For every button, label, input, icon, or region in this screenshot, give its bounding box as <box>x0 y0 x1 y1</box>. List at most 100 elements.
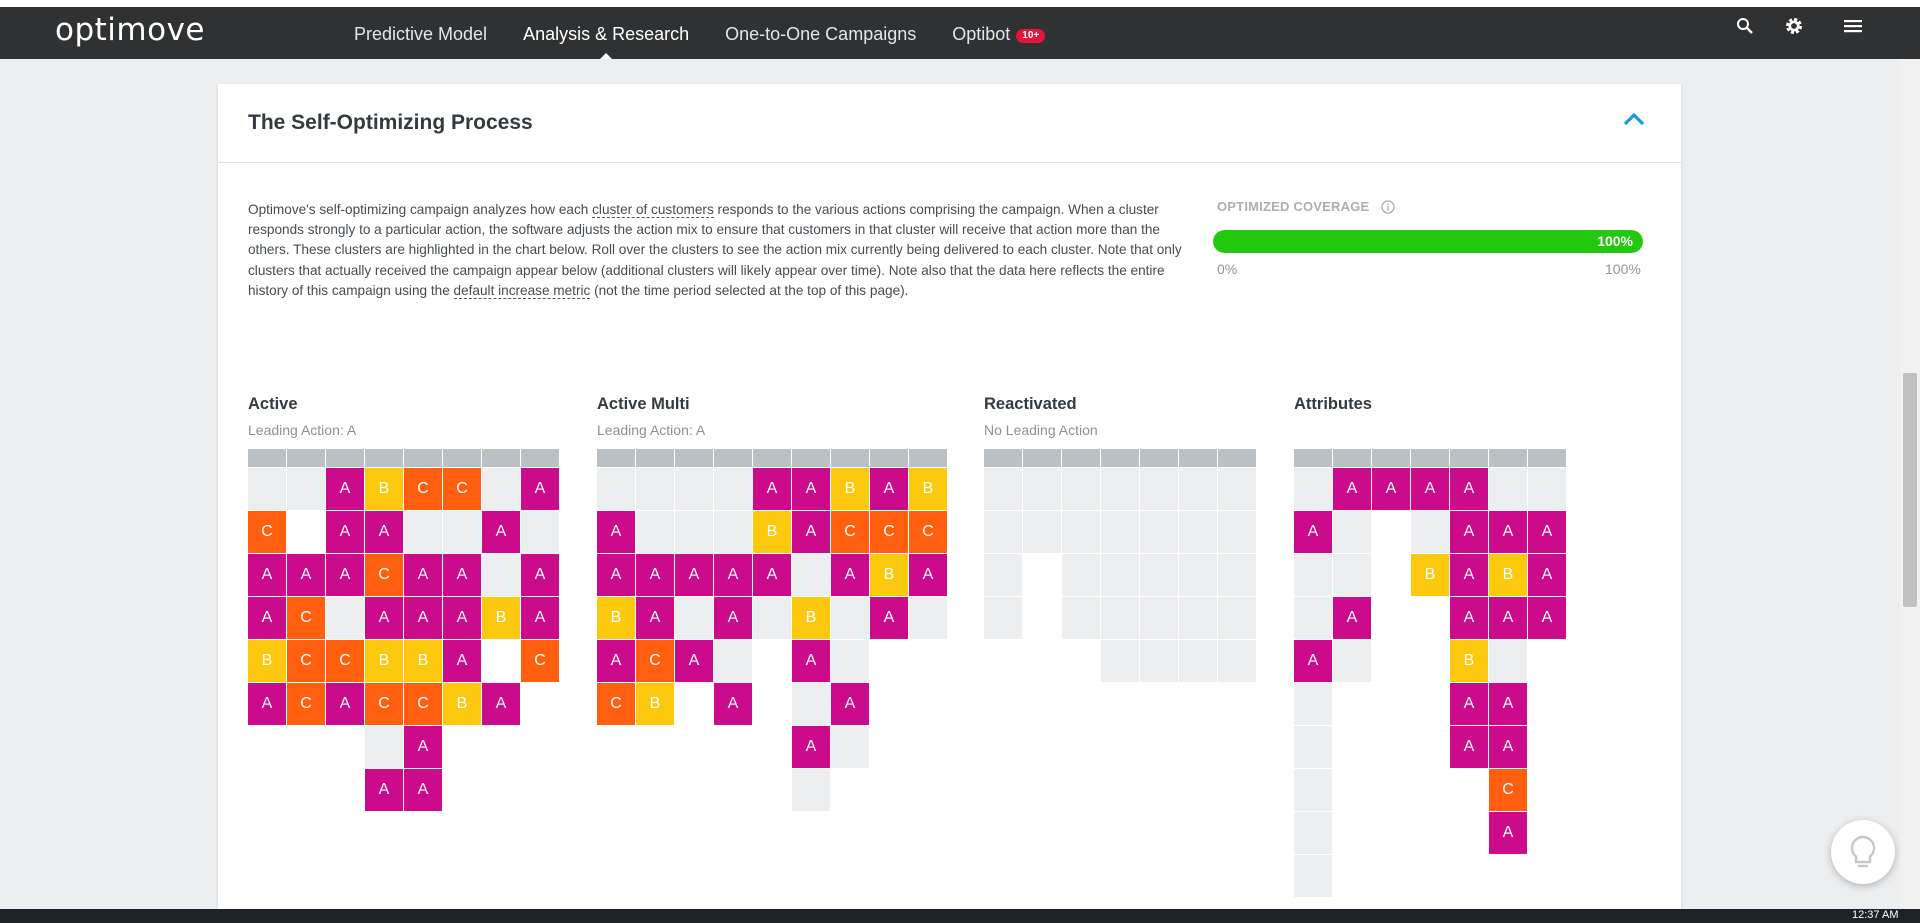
action-cell-c[interactable]: C <box>287 597 325 639</box>
action-cell-a[interactable]: A <box>675 640 713 682</box>
cluster-of-customers-link[interactable]: cluster of customers <box>592 202 714 218</box>
empty-cell[interactable] <box>326 597 364 639</box>
empty-cell[interactable] <box>1023 511 1061 553</box>
optimove-logo[interactable]: optimove <box>55 12 205 48</box>
action-cell-b[interactable]: B <box>909 468 947 510</box>
action-cell-c[interactable]: C <box>365 683 403 725</box>
action-cell-b[interactable]: B <box>792 597 830 639</box>
action-cell-b[interactable]: B <box>597 597 635 639</box>
action-cell-a[interactable]: A <box>792 640 830 682</box>
action-cell-a[interactable]: A <box>1294 640 1332 682</box>
action-cell-a[interactable]: A <box>1450 597 1488 639</box>
action-cell-a[interactable]: A <box>1372 468 1410 510</box>
action-cell-c[interactable]: C <box>443 468 481 510</box>
empty-cell[interactable] <box>1218 554 1256 596</box>
action-cell-b[interactable]: B <box>831 468 869 510</box>
action-cell-a[interactable]: A <box>1450 554 1488 596</box>
empty-cell[interactable] <box>1333 511 1371 553</box>
nav-item-predictive-model[interactable]: Predictive Model <box>336 0 505 59</box>
action-cell-a[interactable]: A <box>597 511 635 553</box>
action-cell-a[interactable]: A <box>443 640 481 682</box>
empty-cell[interactable] <box>1294 855 1332 897</box>
empty-cell[interactable] <box>984 468 1022 510</box>
empty-cell[interactable] <box>1179 597 1217 639</box>
empty-cell[interactable] <box>675 597 713 639</box>
menu-icon[interactable] <box>1841 14 1865 38</box>
empty-cell[interactable] <box>248 468 286 510</box>
empty-cell[interactable] <box>1062 511 1100 553</box>
empty-cell[interactable] <box>1101 511 1139 553</box>
action-cell-a[interactable]: A <box>1489 726 1527 768</box>
empty-cell[interactable] <box>1294 812 1332 854</box>
action-cell-a[interactable]: A <box>597 640 635 682</box>
action-cell-a[interactable]: A <box>1528 554 1566 596</box>
empty-cell[interactable] <box>792 769 830 811</box>
empty-cell[interactable] <box>909 597 947 639</box>
empty-cell[interactable] <box>1333 640 1371 682</box>
empty-cell[interactable] <box>1179 554 1217 596</box>
action-cell-a[interactable]: A <box>909 554 947 596</box>
empty-cell[interactable] <box>1333 554 1371 596</box>
scrollbar-thumb[interactable] <box>1903 373 1917 607</box>
action-cell-a[interactable]: A <box>792 511 830 553</box>
empty-cell[interactable] <box>1294 554 1332 596</box>
action-cell-b[interactable]: B <box>1489 554 1527 596</box>
nav-item-optibot[interactable]: Optibot 10+ <box>934 0 1063 59</box>
empty-cell[interactable] <box>984 511 1022 553</box>
empty-cell[interactable] <box>1101 640 1139 682</box>
nav-item-one-to-one-campaigns[interactable]: One-to-One Campaigns <box>707 0 934 59</box>
empty-cell[interactable] <box>792 554 830 596</box>
action-cell-a[interactable]: A <box>1450 511 1488 553</box>
action-cell-a[interactable]: A <box>365 511 403 553</box>
empty-cell[interactable] <box>365 726 403 768</box>
empty-cell[interactable] <box>1294 726 1332 768</box>
empty-cell[interactable] <box>1294 468 1332 510</box>
action-cell-a[interactable]: A <box>1333 468 1371 510</box>
action-cell-a[interactable]: A <box>443 554 481 596</box>
action-cell-a[interactable]: A <box>597 554 635 596</box>
empty-cell[interactable] <box>1179 511 1217 553</box>
empty-cell[interactable] <box>636 511 674 553</box>
default-increase-metric-link[interactable]: default increase metric <box>453 282 591 299</box>
empty-cell[interactable] <box>1528 468 1566 510</box>
empty-cell[interactable] <box>1294 683 1332 725</box>
help-lightbulb-button[interactable] <box>1831 820 1895 884</box>
empty-cell[interactable] <box>1101 597 1139 639</box>
action-cell-c[interactable]: C <box>909 511 947 553</box>
action-cell-a[interactable]: A <box>482 511 520 553</box>
empty-cell[interactable] <box>714 468 752 510</box>
empty-cell[interactable] <box>675 468 713 510</box>
empty-cell[interactable] <box>831 640 869 682</box>
action-cell-b[interactable]: B <box>248 640 286 682</box>
action-cell-a[interactable]: A <box>365 597 403 639</box>
empty-cell[interactable] <box>404 511 442 553</box>
empty-cell[interactable] <box>597 468 635 510</box>
empty-cell[interactable] <box>482 468 520 510</box>
action-cell-a[interactable]: A <box>753 554 791 596</box>
action-cell-a[interactable]: A <box>326 468 364 510</box>
empty-cell[interactable] <box>714 640 752 682</box>
action-cell-a[interactable]: A <box>1294 511 1332 553</box>
action-cell-a[interactable]: A <box>792 468 830 510</box>
action-cell-a[interactable]: A <box>870 597 908 639</box>
action-cell-b[interactable]: B <box>870 554 908 596</box>
empty-cell[interactable] <box>831 597 869 639</box>
chevron-up-icon[interactable] <box>1621 109 1647 129</box>
action-cell-a[interactable]: A <box>326 554 364 596</box>
action-cell-c[interactable]: C <box>248 511 286 553</box>
action-cell-a[interactable]: A <box>521 597 559 639</box>
empty-cell[interactable] <box>1179 640 1217 682</box>
action-cell-b[interactable]: B <box>1411 554 1449 596</box>
action-cell-b[interactable]: B <box>636 683 674 725</box>
action-cell-a[interactable]: A <box>1450 683 1488 725</box>
action-cell-a[interactable]: A <box>675 554 713 596</box>
nav-item-analysis-research[interactable]: Analysis & Research <box>505 0 707 59</box>
empty-cell[interactable] <box>1411 511 1449 553</box>
action-cell-c[interactable]: C <box>404 683 442 725</box>
action-cell-a[interactable]: A <box>1411 468 1449 510</box>
empty-cell[interactable] <box>1218 597 1256 639</box>
action-cell-a[interactable]: A <box>714 597 752 639</box>
action-cell-a[interactable]: A <box>714 683 752 725</box>
action-cell-a[interactable]: A <box>831 683 869 725</box>
action-cell-a[interactable]: A <box>521 554 559 596</box>
